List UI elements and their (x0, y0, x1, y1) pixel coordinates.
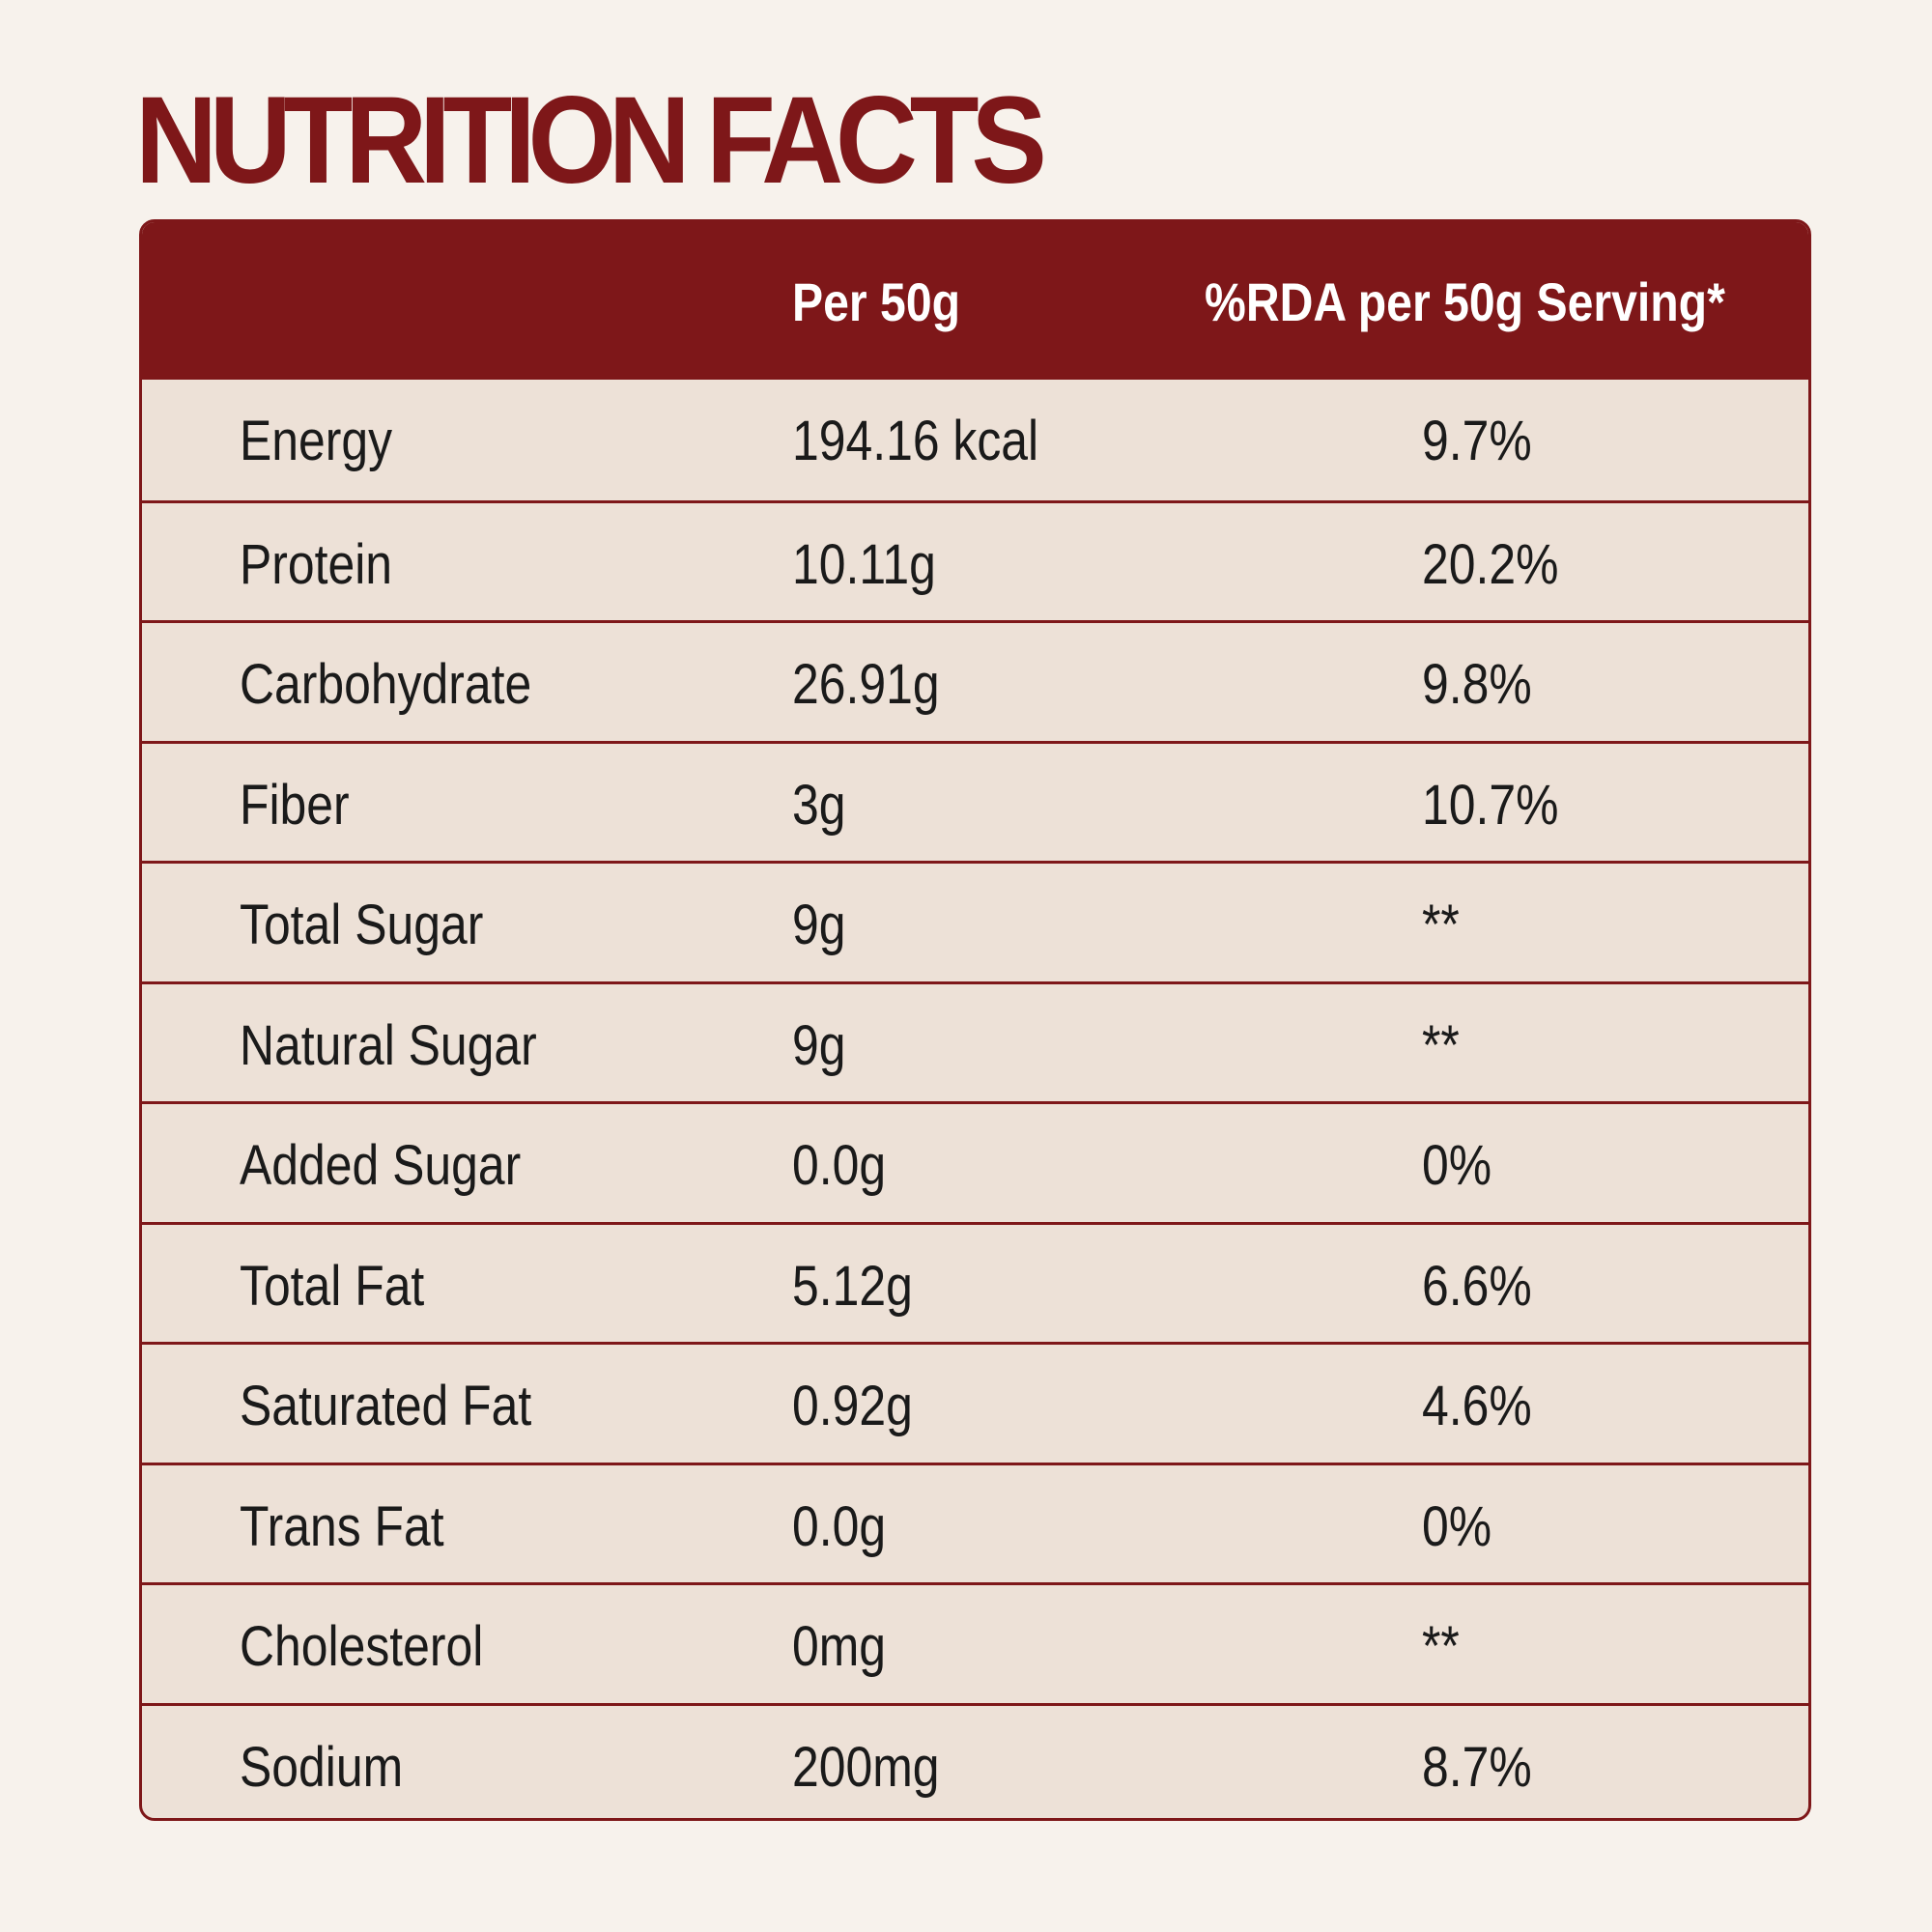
table-row: Total Fat 5.12g 6.6% (142, 1221, 1808, 1342)
amount: 3g (792, 773, 846, 837)
rda-percent: 9.8% (1422, 653, 1532, 716)
nutrient-name: Total Sugar (240, 894, 484, 956)
amount: 9g (792, 1013, 846, 1077)
amount: 194.16 kcal (792, 410, 1039, 472)
rda-percent: 0% (1422, 1494, 1492, 1558)
amount: 5.12g (792, 1254, 913, 1318)
nutrient-name: Energy (240, 410, 393, 472)
header-cell: %RDA per 50g Serving* (1205, 271, 1725, 332)
amount: 200mg (792, 1735, 940, 1799)
nutrient-name: Cholesterol (240, 1615, 484, 1678)
rda-percent: ** (1422, 1615, 1460, 1678)
amount: 10.11g (792, 532, 936, 596)
amount: 0.0g (792, 1494, 887, 1558)
header-cell: Per 50g (792, 271, 961, 332)
nutrient-name: Total Fat (240, 1254, 425, 1318)
table-row: Total Sugar 9g ** (142, 861, 1808, 980)
nutrition-table: Per 50g %RDA per 50g Serving* Energy 194.… (139, 219, 1811, 1821)
table-row: Natural Sugar 9g ** (142, 980, 1808, 1101)
amount: 26.91g (792, 653, 940, 716)
table-row: Cholesterol 0mg ** (142, 1582, 1808, 1702)
rda-percent: ** (1422, 1013, 1460, 1077)
rda-percent: 0% (1422, 1134, 1492, 1197)
nutrient-name: Protein (240, 532, 393, 596)
table-row: Protein 10.11g 20.2% (142, 499, 1808, 620)
nutrient-name: Saturated Fat (240, 1375, 532, 1437)
rda-percent: 6.6% (1422, 1254, 1532, 1318)
nutrient-name: Natural Sugar (240, 1013, 537, 1077)
rda-percent: 20.2% (1422, 532, 1559, 596)
nutrient-name: Sodium (240, 1735, 404, 1799)
table-row: Fiber 3g 10.7% (142, 740, 1808, 861)
rda-percent: 4.6% (1422, 1375, 1532, 1437)
table-row: Trans Fat 0.0g 0% (142, 1462, 1808, 1582)
amount: 0.92g (792, 1375, 913, 1437)
nutrient-name: Carbohydrate (240, 653, 532, 716)
amount: 9g (792, 894, 846, 956)
amount: 0mg (792, 1615, 887, 1678)
rda-percent: 9.7% (1422, 410, 1532, 472)
table-row: Carbohydrate 26.91g 9.8% (142, 620, 1808, 740)
table-row: Saturated Fat 0.92g 4.6% (142, 1342, 1808, 1462)
table-header: Per 50g %RDA per 50g Serving* (142, 222, 1808, 380)
amount: 0.0g (792, 1134, 887, 1197)
table-row: Sodium 200mg 8.7% (142, 1702, 1808, 1819)
rda-percent: ** (1422, 894, 1460, 956)
table-row: Energy 194.16 kcal 9.7% (142, 380, 1808, 499)
title: NUTRITION FACTS (135, 71, 1047, 210)
nutrient-name: Trans Fat (240, 1494, 444, 1558)
rda-percent: 8.7% (1422, 1735, 1532, 1799)
rda-percent: 10.7% (1422, 773, 1559, 837)
table-row: Added Sugar 0.0g 0% (142, 1101, 1808, 1221)
nutrient-name: Fiber (240, 773, 350, 837)
nutrient-name: Added Sugar (240, 1134, 522, 1197)
